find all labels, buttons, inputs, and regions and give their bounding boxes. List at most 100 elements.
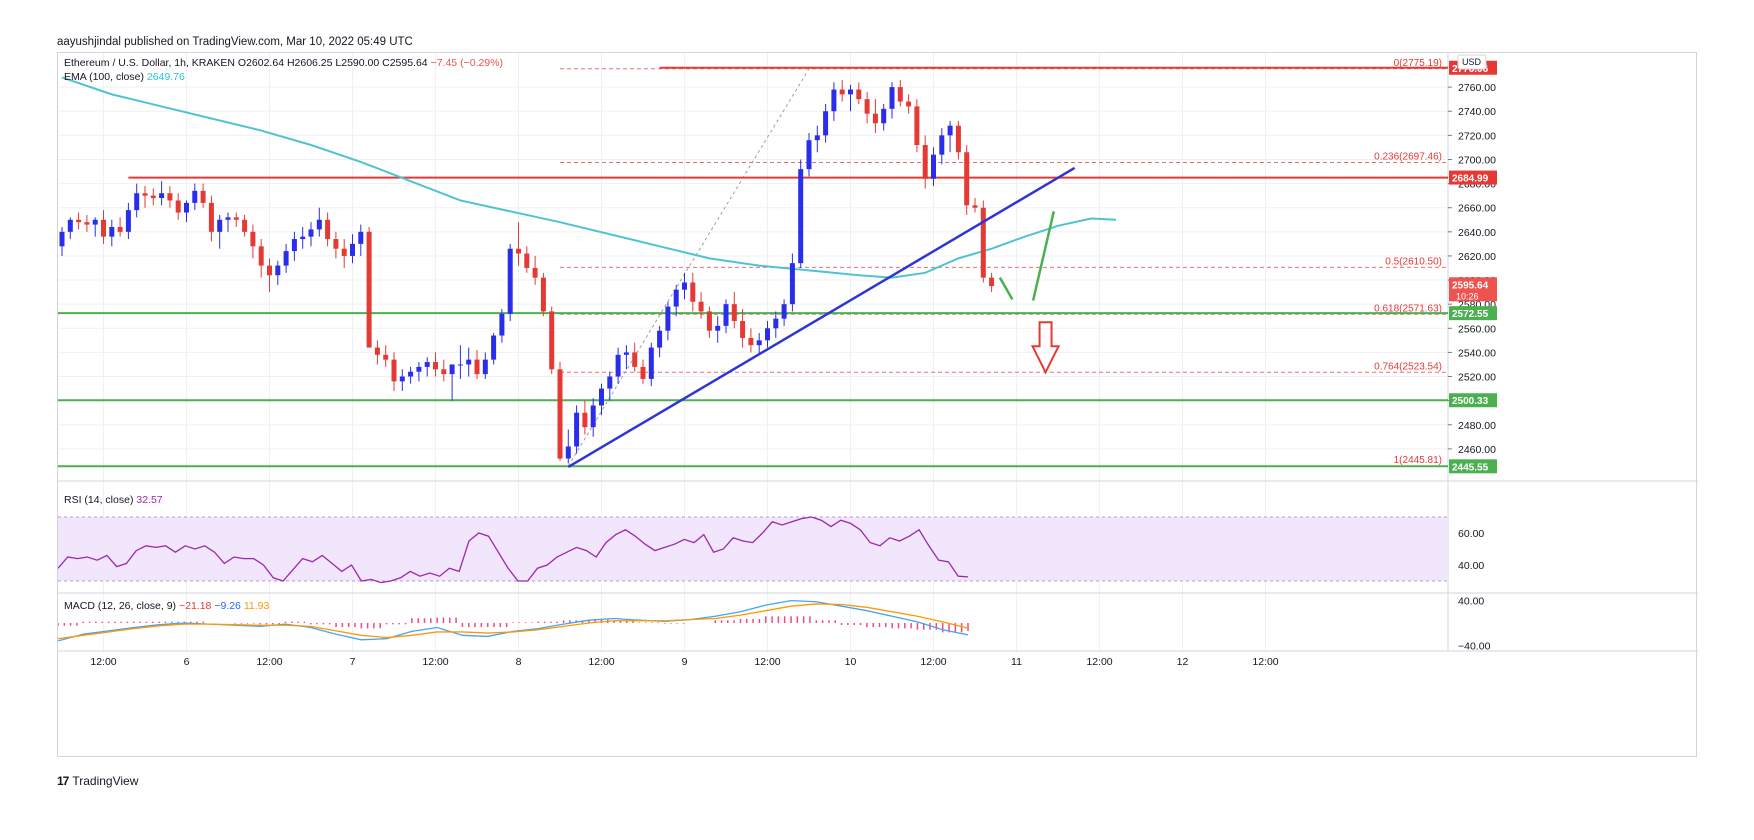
candle-body bbox=[690, 282, 696, 302]
candle-body bbox=[831, 89, 837, 112]
candle-body bbox=[208, 202, 214, 232]
candle-body bbox=[856, 89, 862, 100]
chart-frame[interactable]: 2460.002480.002500.002520.002540.002560.… bbox=[57, 52, 1698, 758]
candle-body bbox=[839, 89, 845, 95]
candle-body bbox=[889, 87, 895, 109]
candle-body bbox=[972, 205, 978, 208]
candle-body bbox=[673, 289, 679, 307]
fib-level-label: 0.764(2523.54) bbox=[1374, 361, 1442, 372]
candle-body bbox=[989, 277, 995, 287]
time-tick-label: 8 bbox=[516, 656, 522, 668]
time-tick-label: 9 bbox=[682, 656, 688, 668]
level-price-tag bbox=[1449, 170, 1497, 185]
tradingview-footer[interactable]: 17 TradingView bbox=[57, 774, 138, 788]
candle-body bbox=[872, 113, 878, 124]
rsi-value: 32.57 bbox=[136, 494, 163, 506]
chart-canvas[interactable]: 2460.002480.002500.002520.002540.002560.… bbox=[58, 53, 1698, 758]
rsi-line bbox=[58, 516, 969, 584]
rsi-label: RSI (14, close) bbox=[64, 494, 134, 506]
time-tick-label: 12:00 bbox=[90, 656, 116, 668]
candle-body bbox=[225, 217, 231, 220]
level-price-label: 2500.33 bbox=[1452, 396, 1489, 407]
candle-body bbox=[350, 243, 355, 256]
candle-body bbox=[175, 200, 181, 213]
histogram-value: 11.93 bbox=[243, 600, 270, 612]
candle-body bbox=[482, 359, 488, 375]
macd-value: −21.18 bbox=[178, 600, 212, 612]
candle-body bbox=[142, 193, 148, 196]
candle-body bbox=[291, 239, 297, 252]
candle-body bbox=[92, 219, 98, 225]
candle-body bbox=[599, 388, 604, 406]
fib-level-label: 1(2445.81) bbox=[1394, 455, 1442, 466]
rsi-tick-label: 60.00 bbox=[1458, 528, 1484, 540]
candle-body bbox=[433, 362, 438, 370]
candle-body bbox=[723, 304, 729, 326]
symbol-title: Ethereum / U.S. Dollar, 1h, KRAKEN bbox=[64, 57, 235, 69]
countdown-label: 10:26 bbox=[1456, 291, 1479, 301]
fib-level-label: 0.5(2610.50) bbox=[1385, 256, 1442, 267]
candle-body bbox=[615, 354, 621, 377]
candle-body bbox=[914, 106, 920, 145]
candle-body bbox=[698, 301, 704, 312]
currency-button[interactable] bbox=[1457, 54, 1487, 70]
candle-body bbox=[955, 125, 961, 153]
candle-body bbox=[507, 248, 513, 314]
fib-level-label: 0.618(2571.63) bbox=[1374, 303, 1442, 314]
candle-body bbox=[242, 219, 248, 232]
candle-body bbox=[383, 354, 389, 360]
candle-body bbox=[159, 193, 165, 199]
candle-body bbox=[806, 140, 812, 170]
candle-body bbox=[150, 195, 156, 199]
candle-body bbox=[607, 376, 613, 389]
candle-body bbox=[341, 248, 347, 256]
candle-body bbox=[308, 229, 314, 237]
candle-body bbox=[540, 277, 546, 312]
candle-body bbox=[906, 101, 912, 107]
price-tick-label: 2640.00 bbox=[1458, 227, 1496, 239]
candle-body bbox=[582, 412, 588, 428]
candle-body bbox=[881, 108, 887, 124]
candle-body bbox=[59, 231, 65, 247]
candle-body bbox=[84, 222, 90, 225]
candle-body bbox=[416, 366, 422, 372]
price-tick-label: 2480.00 bbox=[1458, 420, 1496, 432]
time-tick-label: 12 bbox=[1177, 656, 1189, 668]
candle-body bbox=[756, 340, 762, 346]
time-tick-label: 12:00 bbox=[422, 656, 448, 668]
candle-body bbox=[574, 412, 580, 447]
price-tick-label: 2560.00 bbox=[1458, 323, 1496, 335]
time-tick-label: 12:00 bbox=[1086, 656, 1112, 668]
candle-body bbox=[814, 135, 820, 141]
ema-value: 2649.76 bbox=[146, 71, 185, 83]
candle-body bbox=[532, 268, 538, 278]
rsi-legend: RSI (14, close) 32.57 bbox=[64, 494, 163, 506]
candle-body bbox=[931, 154, 936, 179]
ema-label: EMA (100, close) bbox=[64, 71, 144, 83]
candle-body bbox=[682, 282, 687, 290]
macd-signal-line bbox=[58, 603, 969, 640]
time-tick-label: 11 bbox=[1011, 656, 1022, 668]
candle-body bbox=[408, 371, 414, 377]
candle-body bbox=[101, 219, 106, 237]
time-tick-label: 12:00 bbox=[256, 656, 282, 668]
time-tick-label: 7 bbox=[350, 656, 356, 668]
level-price-tag bbox=[1449, 459, 1497, 474]
time-tick-label: 12:00 bbox=[754, 656, 780, 668]
fib-level-label: 0(2775.19) bbox=[1394, 58, 1442, 69]
candle-body bbox=[275, 265, 281, 276]
level-price-label: 2684.99 bbox=[1452, 174, 1489, 185]
candle-body bbox=[565, 446, 571, 459]
forecast-dip-stroke bbox=[998, 277, 1014, 300]
current-price-tag bbox=[1449, 277, 1497, 302]
time-tick-label: 10 bbox=[845, 656, 857, 668]
down-arrow-icon bbox=[1030, 321, 1061, 375]
candle-body bbox=[267, 265, 272, 276]
level-price-label: 2572.55 bbox=[1452, 309, 1489, 320]
time-tick-label: 12:00 bbox=[588, 656, 614, 668]
candle-body bbox=[823, 111, 829, 136]
candle-body bbox=[731, 304, 737, 322]
price-tick-label: 2660.00 bbox=[1458, 203, 1496, 215]
symbol-legend: Ethereum / U.S. Dollar, 1h, KRAKEN O2602… bbox=[64, 57, 503, 69]
candle-body bbox=[200, 190, 206, 203]
